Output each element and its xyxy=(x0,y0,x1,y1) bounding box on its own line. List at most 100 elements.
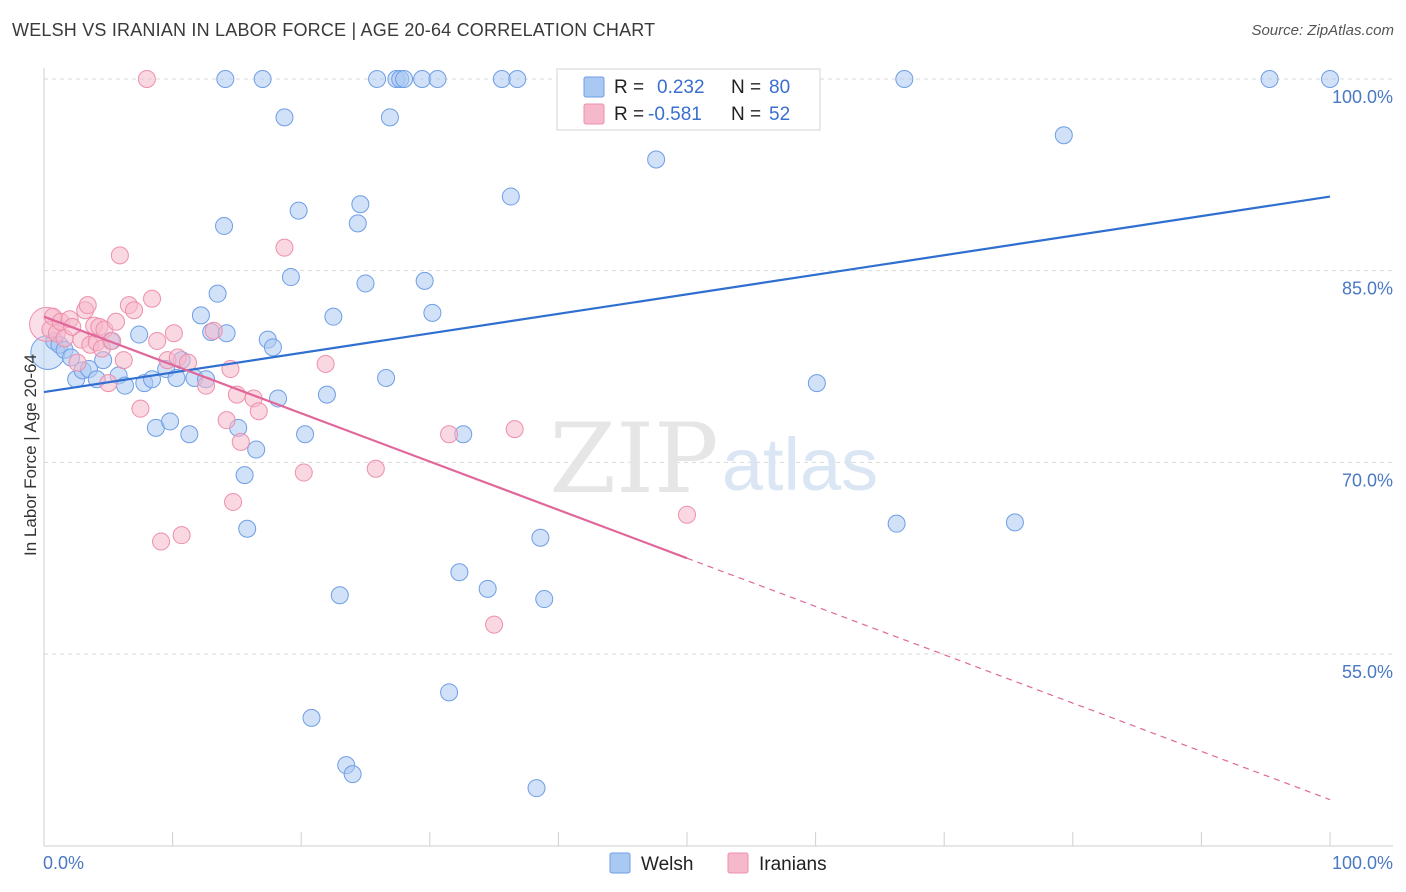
watermark-zip: ZIP xyxy=(549,403,718,515)
gridlines xyxy=(44,78,1393,655)
legend-n-label-welsh: N = xyxy=(731,77,761,98)
iranian-point xyxy=(275,238,294,257)
iranian-point xyxy=(316,354,335,373)
y-tick-label-100: 100.0% xyxy=(1332,87,1393,107)
y-tick-labels: 55.0% 70.0% 85.0% 100.0% xyxy=(1332,87,1393,682)
iranian-point xyxy=(224,492,243,511)
welsh-point xyxy=(180,425,199,444)
legend-r-label-iranian: R = xyxy=(614,104,644,125)
welsh-point xyxy=(415,271,434,290)
welsh-point xyxy=(531,528,550,547)
iranian-point xyxy=(249,402,268,421)
iranian-point xyxy=(110,246,129,265)
welsh-point xyxy=(368,70,387,88)
y-axis-title: In Labor Force | Age 20-64 xyxy=(21,354,40,556)
legend-r-value-iranian: -0.581 xyxy=(648,104,702,125)
welsh-point xyxy=(130,325,149,344)
welsh-point xyxy=(356,274,375,293)
iranian-point xyxy=(366,459,385,478)
welsh-point xyxy=(289,201,308,220)
iranian-point xyxy=(148,331,167,350)
bottom-legend-iranians: Iranians xyxy=(759,854,827,875)
source-credit: Source: ZipAtlas.com xyxy=(1251,22,1394,39)
welsh-point xyxy=(807,374,826,393)
welsh-point xyxy=(281,268,300,287)
welsh-point xyxy=(253,70,272,88)
welsh-point xyxy=(348,214,367,233)
iranian-point xyxy=(114,351,133,370)
welsh-point xyxy=(440,683,459,702)
welsh-point xyxy=(161,412,180,431)
iranian-point xyxy=(68,353,87,372)
welsh-point xyxy=(317,385,336,404)
welsh-point xyxy=(330,586,349,605)
welsh-point xyxy=(302,708,321,727)
iranian-point xyxy=(217,411,236,430)
legend-r-label-welsh: R = xyxy=(614,77,644,98)
iranian-points xyxy=(29,70,696,634)
y-tick-label-70: 70.0% xyxy=(1342,470,1393,490)
iranian-point xyxy=(107,312,126,331)
welsh-point xyxy=(1321,70,1339,88)
iranian-point xyxy=(678,505,696,524)
series-legend: Welsh Iranians xyxy=(609,852,827,875)
x-tick-label-max: 100.0% xyxy=(1332,853,1393,873)
bottom-legend-welsh: Welsh xyxy=(641,854,693,875)
welsh-point xyxy=(216,70,235,88)
y-tick-label-55: 55.0% xyxy=(1342,662,1393,682)
welsh-point xyxy=(647,150,666,169)
welsh-point xyxy=(413,70,432,88)
iranian-trendline-dashed xyxy=(686,557,1331,801)
iranian-point xyxy=(125,301,144,320)
welsh-point xyxy=(377,369,396,387)
trendlines xyxy=(43,195,1331,801)
iranian-point xyxy=(172,526,191,545)
welsh-point xyxy=(343,765,362,784)
welsh-point xyxy=(450,563,469,582)
welsh-point xyxy=(887,514,906,533)
welsh-trendline xyxy=(43,195,1331,394)
welsh-point xyxy=(324,307,343,326)
welsh-point xyxy=(235,466,254,485)
welsh-point xyxy=(215,216,234,235)
welsh-point xyxy=(296,425,315,444)
welsh-point xyxy=(428,70,447,88)
iranian-point xyxy=(103,331,122,350)
watermark-atlas: atlas xyxy=(722,423,878,506)
welsh-point xyxy=(1005,513,1024,532)
iranian-point xyxy=(440,425,459,444)
chart-title: WELSH VS IRANIAN IN LABOR FORCE | AGE 20… xyxy=(12,20,656,40)
iranian-point xyxy=(131,399,150,418)
legend-swatch-iranian xyxy=(583,103,605,125)
legend-swatch-welsh xyxy=(583,76,605,98)
x-tick-label-min: 0.0% xyxy=(43,853,84,873)
legend-n-value-iranian: 52 xyxy=(769,104,790,125)
iranian-point xyxy=(137,70,156,88)
welsh-point xyxy=(492,70,511,88)
legend-n-value-welsh: 80 xyxy=(769,77,790,98)
welsh-point xyxy=(208,284,227,303)
welsh-point xyxy=(351,195,370,214)
welsh-point xyxy=(423,303,442,322)
axes xyxy=(43,68,1393,847)
iranian-point xyxy=(143,289,162,308)
welsh-point xyxy=(167,369,186,387)
welsh-point xyxy=(275,108,294,127)
welsh-point xyxy=(1260,70,1279,88)
welsh-point xyxy=(501,187,520,206)
iranian-point xyxy=(78,296,97,315)
bottom-legend-swatch-iranian xyxy=(727,852,749,874)
welsh-point xyxy=(247,440,266,459)
legend-r-value-welsh: 0.232 xyxy=(657,77,705,98)
welsh-point xyxy=(191,306,210,325)
iranian-point xyxy=(204,321,223,340)
welsh-point xyxy=(508,70,527,88)
watermark: ZIP atlas xyxy=(549,403,878,515)
iranian-point xyxy=(294,463,313,482)
welsh-point xyxy=(478,579,497,598)
welsh-point xyxy=(535,590,554,609)
iranian-point xyxy=(231,432,250,451)
welsh-point xyxy=(527,779,546,798)
iranian-point xyxy=(152,532,171,551)
